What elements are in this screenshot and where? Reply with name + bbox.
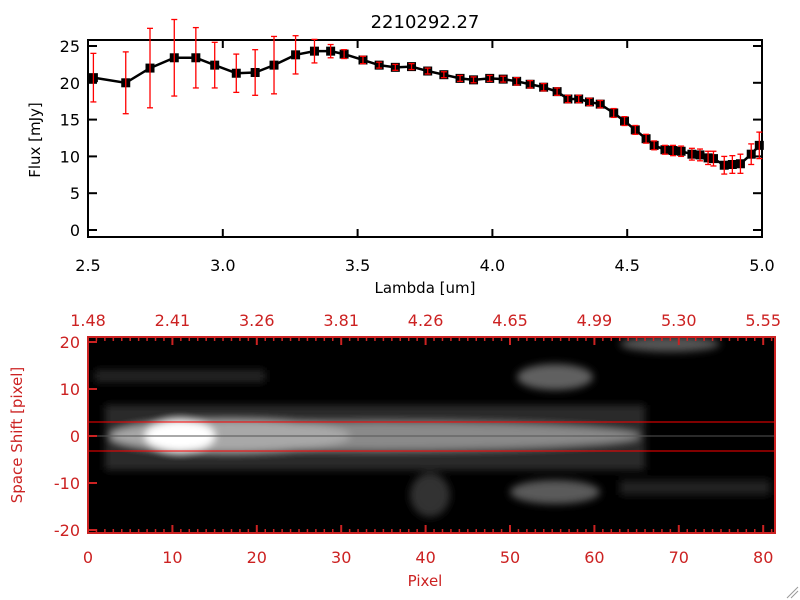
error-bar	[710, 150, 717, 167]
error-bar	[643, 133, 650, 144]
error-bar	[500, 75, 507, 83]
wavelength-tick-label: 4.99	[577, 311, 613, 330]
error-bar	[756, 131, 763, 160]
shift-tick-label: 0	[70, 427, 80, 446]
shift-tick-label: -10	[54, 474, 80, 493]
error-bar	[661, 144, 668, 155]
error-bar	[597, 99, 604, 109]
error-bar	[252, 49, 259, 96]
wavelength-tick-label: 4.65	[492, 311, 528, 330]
error-bar	[376, 61, 383, 69]
error-bar	[233, 53, 240, 94]
error-bar	[678, 145, 685, 158]
plot-frame	[87, 39, 763, 238]
y-tick-label: 25	[60, 37, 80, 56]
error-bar	[621, 116, 628, 127]
error-bar	[748, 143, 755, 166]
x-tick-label: 2.5	[75, 256, 100, 275]
error-bar	[651, 140, 658, 151]
x-tick-label: 3.0	[210, 256, 235, 275]
plot-title: 2210292.27	[371, 12, 480, 33]
x-tick-label: 5.0	[749, 256, 774, 275]
shift-tick-label: -20	[54, 521, 80, 540]
y-tick-label: 15	[60, 111, 80, 130]
error-bar	[359, 55, 366, 65]
x-tick-label: 4.5	[614, 256, 639, 275]
pixel-tick-label: 20	[247, 548, 267, 567]
error-bar	[705, 150, 712, 166]
y-axis-label: Flux [mJy]	[26, 102, 44, 178]
error-bar	[527, 79, 534, 89]
error-bar	[457, 74, 464, 82]
pixel-tick-label: 80	[753, 548, 773, 567]
error-bar	[408, 63, 415, 71]
pixel-tick-label: 60	[584, 548, 604, 567]
wavelength-tick-label: 3.81	[323, 311, 359, 330]
error-bar	[192, 26, 199, 89]
error-bar	[90, 52, 97, 103]
pixel-tick-label: 40	[415, 548, 435, 567]
error-bar	[271, 35, 278, 95]
y-tick-label: 5	[70, 184, 80, 203]
error-bar	[540, 82, 547, 92]
error-bar	[554, 87, 561, 96]
error-bar	[211, 41, 218, 89]
error-bar	[122, 51, 129, 115]
wavelength-tick-label: 5.30	[661, 311, 697, 330]
wavelength-tick-label: 3.26	[239, 311, 275, 330]
error-bar	[586, 97, 593, 107]
error-bar	[470, 76, 477, 84]
error-bar	[341, 49, 348, 60]
error-bar	[721, 155, 728, 175]
pixel-tick-label: 30	[331, 548, 351, 567]
x-tick-label: 4.0	[480, 256, 505, 275]
error-bar	[424, 67, 431, 75]
wavelength-tick-label: 5.55	[745, 311, 781, 330]
x-tick-label: 3.5	[345, 256, 370, 275]
error-bar	[292, 35, 299, 75]
error-bar	[670, 144, 677, 157]
error-bar	[575, 94, 582, 104]
y-tick-label: 10	[60, 147, 80, 166]
shift-tick-label: 10	[60, 380, 80, 399]
error-bar	[440, 71, 447, 79]
spectrum-plot: 2210292.27 2.5 3.0 3.5 4.0 4.5 5.0 0 5 10 15 20 25…	[26, 12, 775, 297]
error-bar	[311, 38, 318, 64]
error-bar	[513, 76, 520, 86]
error-bar	[486, 74, 493, 82]
error-bar	[610, 107, 617, 119]
shift-tick-label: 20	[60, 333, 80, 352]
error-bar	[147, 27, 154, 109]
x-axis-label: Lambda [um]	[375, 279, 476, 297]
y-tick-label: 0	[70, 221, 80, 240]
error-bar	[696, 148, 703, 162]
wavelength-tick-label: 4.26	[408, 311, 444, 330]
error-bar	[564, 94, 571, 104]
space-shift-axis-label: Space Shift [pixel]	[8, 367, 26, 504]
y-tick-label: 20	[60, 74, 80, 93]
error-bar	[688, 147, 695, 161]
heatmap-image	[88, 337, 775, 533]
wavelength-tick-label: 1.48	[70, 311, 106, 330]
error-bar	[632, 124, 639, 135]
spectral-image-plot: 0 1.48 10 2.41 20 3.26 30 3.81 40 4.26 50 4.65 60 4.9…	[8, 311, 781, 590]
wavelength-tick-label: 2.41	[155, 311, 191, 330]
pixel-tick-label: 50	[500, 548, 520, 567]
error-bar	[392, 63, 399, 71]
error-bar	[737, 153, 744, 174]
resize-grip-icon[interactable]	[786, 586, 799, 599]
pixel-tick-label: 70	[669, 548, 689, 567]
error-bar	[729, 155, 736, 174]
pixel-axis-label: Pixel	[408, 572, 443, 590]
pixel-tick-label: 0	[83, 548, 93, 567]
error-bar	[327, 43, 334, 59]
pixel-tick-label: 10	[162, 548, 182, 567]
error-bar	[171, 18, 178, 97]
